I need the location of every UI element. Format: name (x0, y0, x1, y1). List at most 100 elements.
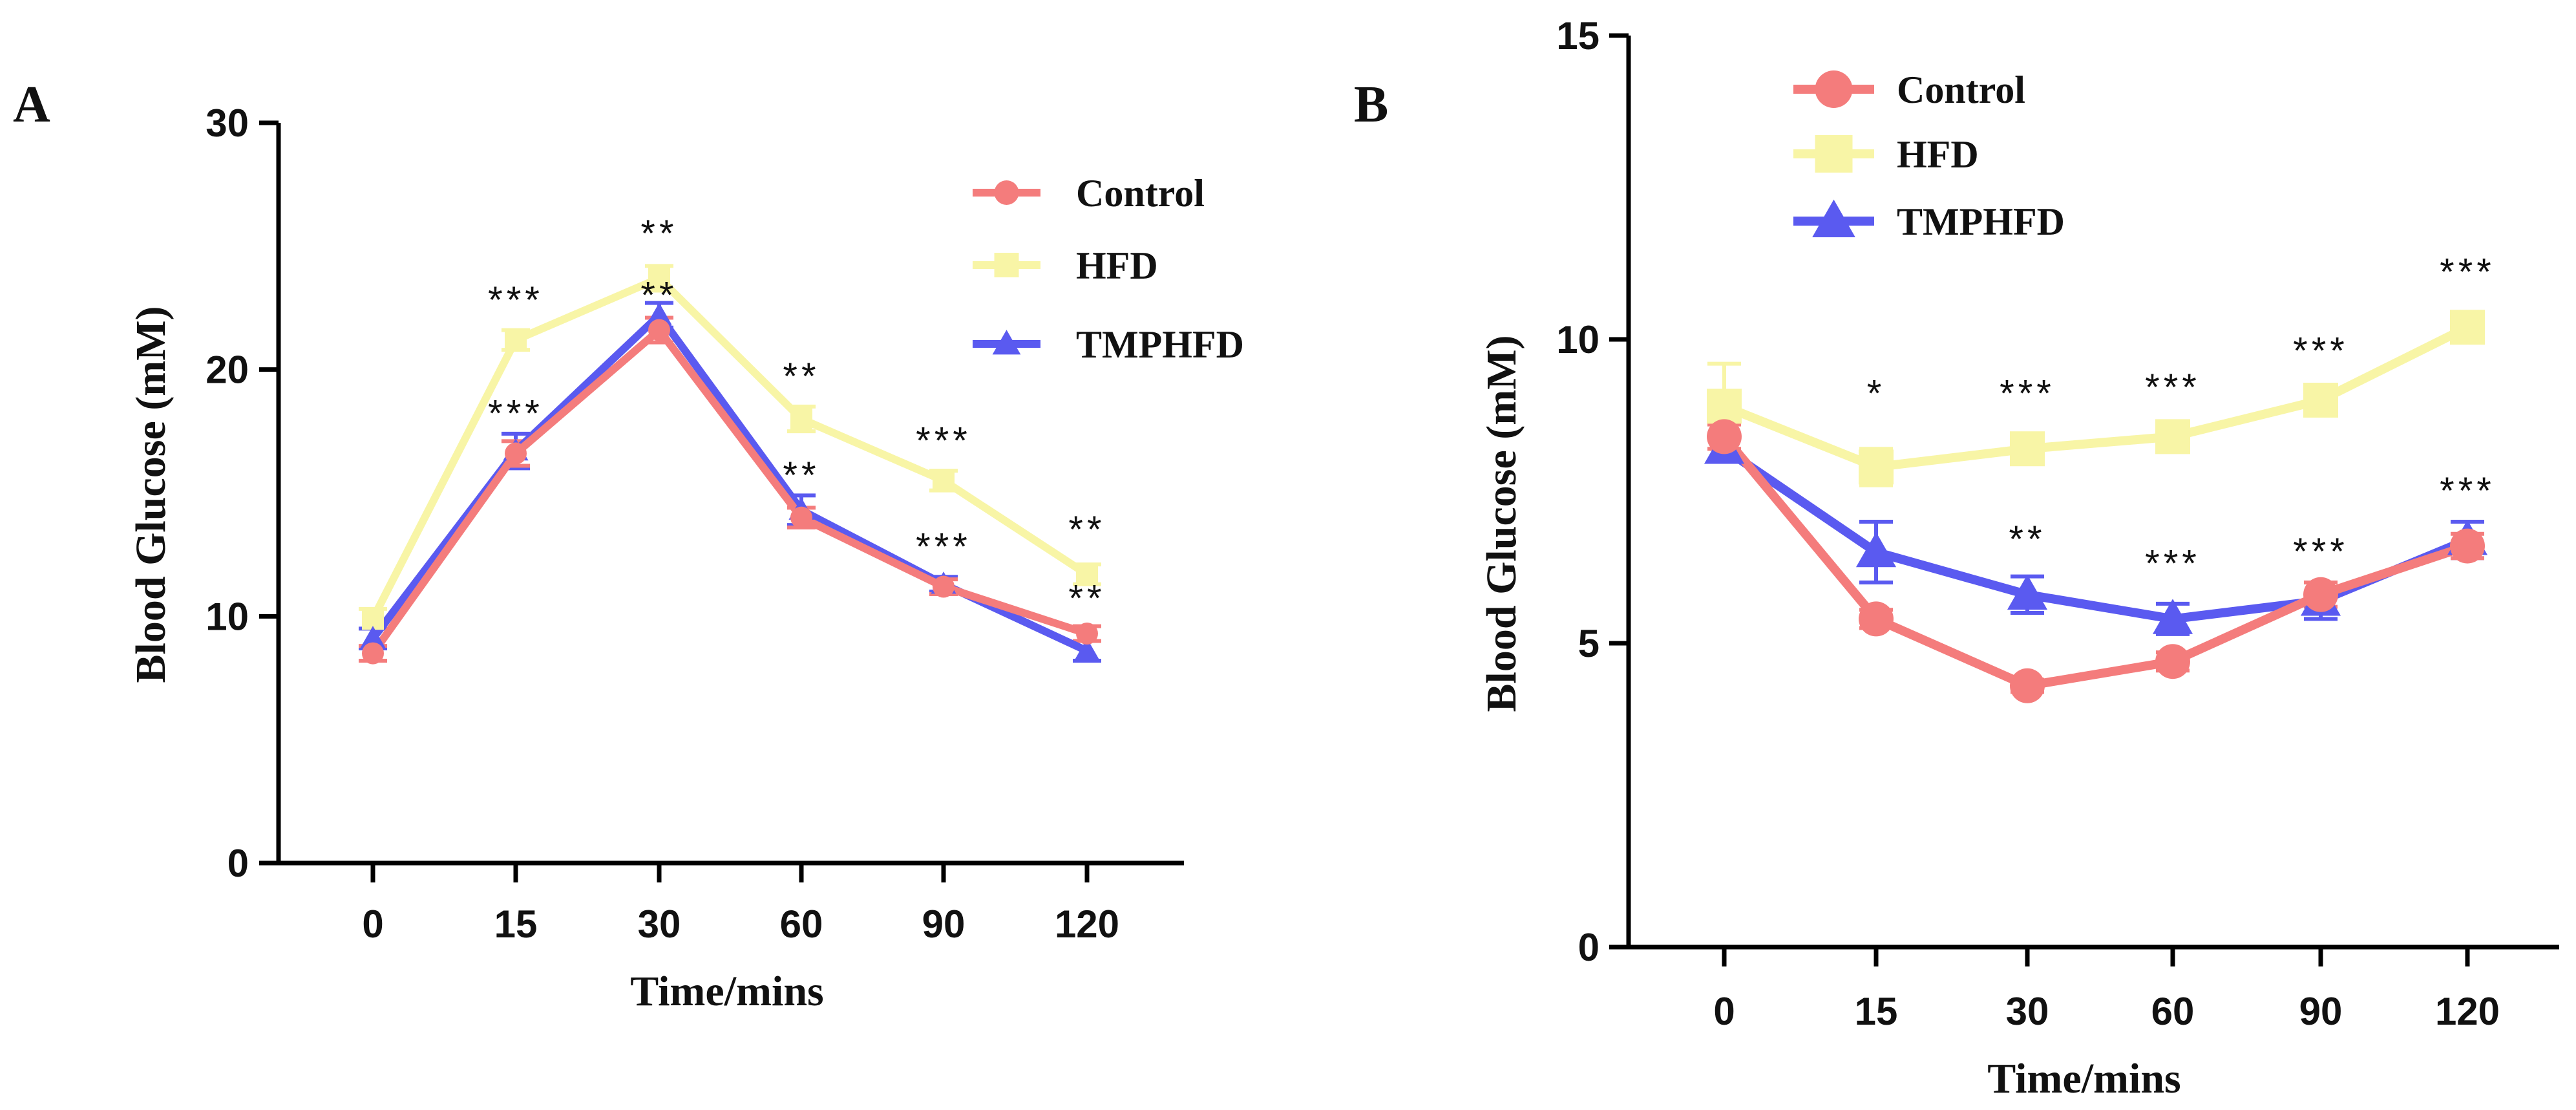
panel-b-legend-tmphfd-label: TMPHFD (1897, 200, 2065, 243)
panel-a-legend-hfd-marker (994, 253, 1019, 277)
panel-b-hfd-point-120 (2450, 310, 2485, 345)
panel-b-ticks: 0 5 10 15 0 15 30 60 90 120 (1556, 14, 2500, 1033)
panel-b-hfd-point-0 (1707, 389, 1742, 424)
panel-b-control-point-90 (2303, 577, 2338, 612)
panel-b-lines (1720, 323, 2470, 690)
panel-b-significance-2: *** (2145, 367, 2201, 409)
panel-a-legend-control-marker (994, 180, 1019, 205)
panel-a-control-point-15 (505, 442, 527, 465)
panel-b-y-tick-label-5: 5 (1578, 622, 1599, 665)
panel-b-tmphfd-point-60 (2152, 599, 2193, 634)
panel-a-legend-tmphfd-label: TMPHFD (1076, 323, 1244, 366)
panel-a-significance-2: ** (640, 213, 677, 255)
panel-b-control-point-0 (1707, 419, 1742, 454)
panel-b-x-tick-label-15: 15 (1855, 990, 1898, 1033)
panel-b-x-title: Time/mins (1987, 1055, 2180, 1102)
panel-b-x-tick-label-60: 60 (2151, 990, 2195, 1033)
panel-a-control-point-90 (933, 575, 955, 598)
panel-a-label: A (13, 76, 50, 133)
panel-a-lines (369, 274, 1090, 656)
panel-a-legend-tmphfd-marker (992, 330, 1021, 355)
panel-b-x-tick-label-120: 120 (2435, 990, 2500, 1033)
panel-a-significance-4: ** (783, 356, 819, 398)
panel-b-markers (1704, 310, 2488, 703)
panel-a-legend: Control HFD TMPHFD (973, 172, 1244, 366)
panel-b-hfd-point-15 (1859, 449, 1894, 485)
panel-b-x-tick-label-90: 90 (2299, 990, 2343, 1033)
panel-b-control-point-30 (2010, 668, 2045, 703)
panel-b-hfd-line (1722, 323, 2470, 472)
panel-a-hfd-line (369, 274, 1090, 621)
panel-b-control-point-15 (1859, 601, 1894, 637)
panel-b-significance-3: *** (2293, 330, 2349, 372)
panel-b-legend-control-marker (1815, 70, 1853, 108)
panel-a-x-tick-label-60: 60 (780, 902, 823, 946)
panel-a-y-tick-label-10: 10 (206, 595, 249, 638)
panel-a-significance-9: ** (1068, 578, 1105, 620)
panel-a-control-point-30 (648, 319, 670, 341)
panel-b-tmphfd-line (1722, 445, 2469, 624)
panel-a-significance-6: *** (916, 420, 971, 462)
panel-b-hfd-point-30 (2010, 431, 2045, 467)
panel-a-significance-8: ** (1068, 509, 1105, 551)
panel-b-label: B (1354, 76, 1388, 133)
panel-b-hfd-point-90 (2303, 383, 2338, 418)
panel-a-legend-control-label: Control (1076, 172, 1205, 215)
panel-b-significance-6: *** (2145, 543, 2201, 585)
panel-a-y-tick-label-20: 20 (206, 348, 249, 392)
panel-a-markers (360, 267, 1100, 665)
panel-b-control-line (1720, 433, 2469, 690)
panel-b-legend: Control HFD TMPHFD (1793, 69, 2065, 243)
panel-b-x-tick-label-30: 30 (2006, 990, 2049, 1033)
panel-a-significance-0: *** (488, 279, 544, 321)
panel-b-x-tick-label-0: 0 (1713, 990, 1735, 1033)
panel-b-significance-5: ** (2009, 518, 2045, 560)
panel-a-hfd-point-15 (505, 328, 527, 351)
panel-b-y-tick-label-0: 0 (1578, 926, 1599, 969)
panel-a-tmphfd-point-30 (646, 303, 672, 325)
panel-a-x-tick-label-90: 90 (922, 902, 966, 946)
panel-a-control-point-0 (362, 642, 384, 665)
panel-b-legend-hfd-marker (1815, 135, 1853, 173)
panel-a-tmphfd-point-0 (360, 626, 386, 648)
panel-a-control-line (370, 326, 1088, 656)
panel-a-y-tick-label-30: 30 (206, 101, 249, 145)
panel-b-control-point-60 (2155, 644, 2190, 679)
panel-b-tmphfd-point-15 (1855, 531, 1897, 568)
panel-a-control-point-60 (790, 506, 812, 529)
panel-a-hfd-point-30 (648, 267, 670, 290)
panel-a-y-tick-label-0: 0 (227, 842, 249, 885)
panel-a-significance-3: ** (640, 274, 677, 316)
panel-b-significance-8: *** (2440, 470, 2495, 512)
panel-a-legend-hfd-label: HFD (1076, 244, 1158, 287)
panel-b-y-tick-label-10: 10 (1556, 318, 1599, 361)
panel-a-hfd-point-60 (790, 408, 812, 430)
panel-a-y-title: Blood Glucose (mM) (127, 306, 174, 683)
panel-a-significance-1: *** (488, 392, 544, 434)
panel-a-tmphfd-point-120 (1074, 638, 1100, 661)
panel-b-significance-1: *** (2000, 372, 2055, 414)
panel-a-x-tick-label-30: 30 (638, 902, 681, 946)
panel-b-legend-control-label: Control (1897, 69, 2025, 111)
panel-b-y-title: Blood Glucose (mM) (1478, 336, 1525, 712)
panel-b-legend-hfd-label: HFD (1897, 133, 1979, 176)
panel-a-x-tick-label-0: 0 (362, 902, 383, 946)
panel-b-significance-0: * (1867, 372, 1886, 414)
panel-b-legend-tmphfd-marker (1812, 199, 1855, 238)
panel-b-control-point-120 (2450, 528, 2485, 564)
panel-a-x-title: Time/mins (630, 968, 823, 1015)
panel-a-significance-5: ** (783, 454, 819, 496)
panel-a-ticks: 0 10 20 30 0 15 30 60 90 120 (206, 101, 1119, 946)
panel-b-significance-7: *** (2293, 531, 2349, 573)
panel-a-annotations: ******************** **** (488, 213, 1105, 620)
panel-b-significance-4: *** (2440, 251, 2495, 293)
panel-a-control-point-120 (1076, 623, 1098, 645)
panel-b-tmphfd-point-30 (2007, 574, 2048, 610)
panel-a-significance-7: *** (916, 526, 971, 568)
panel-a-hfd-point-120 (1076, 563, 1098, 586)
panel-b-annotations: * *** ************** ****** (1867, 251, 2495, 585)
panel-a-hfd-point-90 (933, 469, 955, 492)
